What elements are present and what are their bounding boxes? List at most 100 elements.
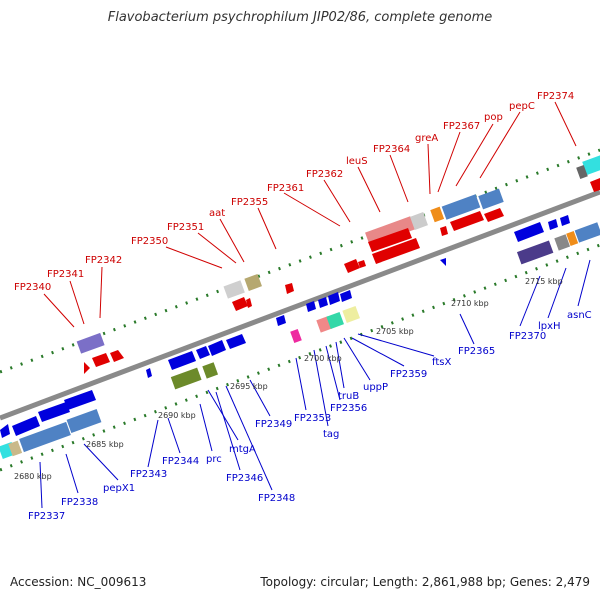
gene-label: ftsX <box>432 357 451 368</box>
gene-label: FP2359 <box>390 369 427 380</box>
gene-arrow <box>168 351 196 370</box>
lower-feature-track <box>0 222 600 459</box>
feature-block <box>430 206 445 223</box>
gene-arrow <box>368 228 412 252</box>
feature-block <box>574 222 600 243</box>
gene-label: FP2340 <box>14 282 51 293</box>
gene-label: pepC <box>509 101 535 112</box>
gene-label: mtgA <box>229 444 256 455</box>
scale-label: 2710 kbp <box>451 299 489 308</box>
gene-label: FP2346 <box>226 473 263 484</box>
bottom-label-connectors <box>39 259 591 509</box>
gene-label: FP2355 <box>231 197 268 208</box>
gene-arrow <box>226 334 246 349</box>
gene-label: FP2342 <box>85 255 122 266</box>
feature-block <box>566 230 579 246</box>
feature-block <box>554 234 571 251</box>
gene-label: FP2350 <box>131 236 168 247</box>
gene-label: FP2367 <box>443 121 480 132</box>
gene-arrow <box>110 350 124 362</box>
accession-text: Accession: NC_009613 <box>10 575 147 589</box>
feature-block <box>8 440 23 457</box>
gene-arrow <box>84 362 90 374</box>
feature-block <box>202 362 219 379</box>
gene-label: FP2374 <box>537 91 574 102</box>
scale-label: 2700 kbp <box>304 354 342 363</box>
top-label-connectors <box>43 101 577 328</box>
feature-block <box>342 305 360 323</box>
gene-arrow <box>208 340 226 356</box>
gene-arrow <box>514 222 544 242</box>
feature-block <box>478 188 504 210</box>
gene-arrow <box>12 416 40 436</box>
gene-label: FP2337 <box>28 511 65 522</box>
gene-arrow <box>196 346 210 359</box>
feature-block <box>576 164 588 180</box>
feature-block <box>410 212 428 230</box>
gene-label: pop <box>484 112 503 123</box>
scale-label: 2705 kbp <box>376 327 414 336</box>
gene-label: FP2351 <box>167 222 204 233</box>
scale-label: 2695 kbp <box>230 382 268 391</box>
gene-arrow <box>344 259 360 273</box>
scale-label: 2715 kbp <box>525 277 563 286</box>
scale-label: 2690 kbp <box>158 411 196 420</box>
feature-block <box>326 311 344 329</box>
feature-block <box>441 194 481 220</box>
gene-arrow <box>92 353 110 367</box>
gene-label: leuS <box>346 156 368 167</box>
gene-label: asnC <box>567 310 592 321</box>
lower-dotted-track <box>0 243 600 472</box>
gene-arrow <box>328 292 340 305</box>
gene-label: lpxH <box>538 321 561 332</box>
gene-label: FP2344 <box>162 456 199 467</box>
gene-label: FP2341 <box>47 269 84 280</box>
gene-label: FP2349 <box>255 419 292 430</box>
gene-arrow <box>276 315 286 326</box>
scale-label: 2685 kbp <box>86 440 124 449</box>
feature-block <box>170 367 202 390</box>
scale-label: 2680 kbp <box>14 472 52 481</box>
genome-title: Flavobacterium psychrophilum JIP02/86, c… <box>107 10 493 25</box>
gene-arrow <box>146 368 152 378</box>
gene-arrow <box>285 283 294 294</box>
gene-arrow <box>560 215 570 226</box>
gene-arrow <box>232 297 248 311</box>
gene-arrow <box>64 390 96 410</box>
gene-arrow <box>548 219 558 230</box>
feature-block <box>223 280 245 299</box>
gene-label: tag <box>323 429 339 440</box>
gene-label: FP2356 <box>330 403 367 414</box>
gene-label: pepX1 <box>103 483 135 494</box>
gene-arrow <box>38 402 70 422</box>
gene-label: FP2364 <box>373 144 410 155</box>
feature-block <box>66 408 102 434</box>
gene-label: prc <box>206 454 222 465</box>
feature-block <box>76 332 105 354</box>
gene-label: aat <box>209 208 225 219</box>
gene-label: FP2365 <box>458 346 495 357</box>
reverse-genes <box>0 215 570 438</box>
gene-arrow <box>306 301 316 312</box>
genome-summary: Topology: circular; Length: 2,861,988 bp… <box>260 575 590 589</box>
feature-block <box>244 273 262 291</box>
gene-arrow <box>440 226 448 236</box>
feature-block <box>19 421 71 453</box>
gene-arrow <box>450 211 484 231</box>
gene-label: truB <box>338 391 359 402</box>
gene-label: FP2353 <box>294 413 331 424</box>
gene-arrow <box>590 178 600 192</box>
gene-label: greA <box>415 133 438 144</box>
feature-block <box>290 328 302 344</box>
genome-backbone <box>0 189 600 421</box>
gene-arrow <box>358 260 366 268</box>
feature-block <box>516 240 554 265</box>
gene-label: FP2361 <box>267 183 304 194</box>
upper-dotted-track <box>0 148 600 374</box>
gene-label: FP2370 <box>509 331 546 342</box>
gene-arrow <box>246 298 252 308</box>
gene-label: FP2348 <box>258 493 295 504</box>
gene-arrow <box>0 424 10 438</box>
gene-arrow <box>340 290 352 302</box>
